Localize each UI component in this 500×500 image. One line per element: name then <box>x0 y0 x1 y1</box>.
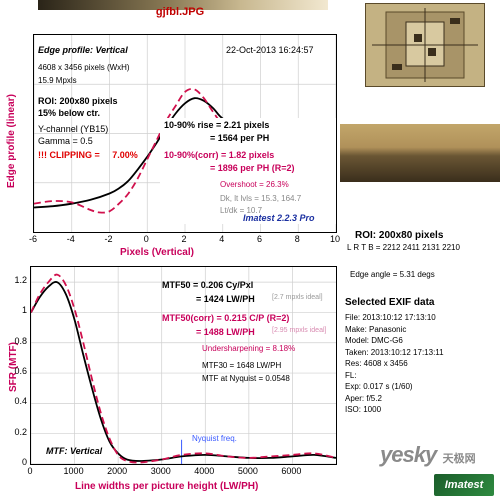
mtf-y-tick-label: 0.2 <box>14 426 27 437</box>
clipping-value: 7.00% <box>112 150 138 160</box>
mtf-y-tick-label: 1 <box>21 305 27 316</box>
rise-box: 10-90% rise = 2.21 pixels = 1564 per PH … <box>160 118 336 224</box>
edge-x-tick-label: 6 <box>256 234 262 244</box>
exif-line: ISO: 1000 <box>345 405 382 414</box>
rise-text: 10-90% rise = 2.21 pixels <box>164 120 270 130</box>
edge-roi: ROI: 200x80 pixels <box>38 96 118 106</box>
imatest-version: Imatest 2.2.3 Pro <box>243 213 315 223</box>
exif-line: Taken: 2013:10:12 17:13:11 <box>345 347 444 357</box>
clipping-label: !!! CLIPPING = 7.00% <box>38 150 138 160</box>
exif-line: Aper: f/5.2 <box>345 393 382 403</box>
edge-below-ctr: 15% below ctr. <box>38 108 101 118</box>
overshoot-text: Overshoot = 26.3% <box>220 180 289 189</box>
exif-line: FL: <box>345 370 357 380</box>
watermark-text: yesky <box>380 442 437 467</box>
mtf-y-tick-label: 0 <box>21 457 27 467</box>
mtf-measured-line <box>31 281 336 462</box>
edge-x-tick-label: -6 <box>28 234 37 244</box>
edge-title: Edge profile: Vertical <box>38 45 128 55</box>
rise-corr-per-ph: = 1896 per PH (R=2) <box>210 163 295 173</box>
mtf-y-tick-label: 0.4 <box>14 396 27 407</box>
edge-gamma: Gamma = 0.5 <box>38 136 93 146</box>
mtf-x-tick-label: 1000 <box>63 466 84 476</box>
exif-line: Exp: 0.017 s (1/60) <box>345 382 413 391</box>
mtf-chart <box>31 267 336 464</box>
mtf50-text: MTF50 = 0.206 Cy/Pxl <box>162 280 254 290</box>
edge-x-tick-label: 0 <box>143 234 149 244</box>
side-roi: ROI: 200x80 pixels <box>355 230 444 241</box>
edge-x-tick-label: -2 <box>104 234 113 244</box>
mtf-x-tick-label: 6000 <box>281 466 302 476</box>
edge-corrected-line <box>34 88 336 214</box>
mtf50-lw: = 1424 LW/PH <box>196 294 255 304</box>
mtf-y-tick-label: 0.8 <box>14 335 27 346</box>
imatest-logo-text: Imatest <box>444 479 484 491</box>
rise-corr-text: 10-90%(corr) = 1.82 pixels <box>164 150 275 160</box>
tone-gradient-bar <box>38 0 328 10</box>
mtf30: MTF30 = 1648 LW/PH <box>202 361 282 370</box>
mtf-info-box: MTF50 = 0.206 Cy/Pxl = 1424 LW/PH [2.7 m… <box>158 276 334 388</box>
edge-x-tick-label: 2 <box>181 234 187 244</box>
mtf50-corr-text: MTF50(corr) = 0.215 C/P (R=2) <box>162 313 290 323</box>
edge-x-tick-label: -4 <box>66 234 75 244</box>
exif-line: Res: 4608 x 3456 <box>345 359 408 368</box>
mtf-x-ticks: 0 1000 2000 3000 4000 5000 6000 <box>0 466 360 478</box>
mtf50-corr-lw: = 1488 LW/PH <box>196 327 255 337</box>
watermark-cn: 天极网 <box>442 453 476 465</box>
mtf-x-tick-label: 4000 <box>194 466 215 476</box>
edge-x-ticks: -6 -4 -2 0 2 4 6 8 10 <box>0 234 360 246</box>
edge-x-tick-label: 8 <box>294 234 300 244</box>
mtf-y-tick-label: 0.6 <box>14 366 27 377</box>
mtf-title: MTF: Vertical <box>46 446 103 456</box>
mtf-x-tick-label: 0 <box>27 466 33 476</box>
mtf-plot-frame <box>30 266 337 465</box>
edge-channel: Y-channel (YB15) <box>38 124 109 134</box>
rise-per-ph: = 1564 per PH <box>210 133 270 143</box>
side-lrtb: L R T B = 2212 2411 2131 2210 <box>347 243 460 252</box>
mtf-y-ticks: 0 0.2 0.4 0.6 0.8 1 1.2 <box>0 0 30 500</box>
nyquist-label: Nyquist freq. <box>192 434 237 443</box>
exif-line: Model: DMC-G6 <box>345 336 403 345</box>
mtf-nyquist-value: MTF at Nyquist = 0.0548 <box>202 374 290 383</box>
image-mpx: 15.9 Mpxls <box>38 76 77 85</box>
file-title: gjfbl.JPG <box>155 6 205 18</box>
imatest-logo: Imatest <box>434 474 494 496</box>
roi-edge-crop <box>340 124 500 182</box>
undersharpening: Undersharpening = 8.18% <box>202 344 296 353</box>
mtf-x-tick-label: 2000 <box>107 466 128 476</box>
edge-xlabel: Pixels (Vertical) <box>120 247 194 258</box>
edge-date: 22-Oct-2013 16:24:57 <box>226 45 314 55</box>
mtf-x-tick-label: 5000 <box>237 466 258 476</box>
dk-lt-text: Dk, lt lvls = 15.3, 164.7 <box>220 194 302 203</box>
edge-angle: Edge angle = 5.31 degs <box>350 270 435 279</box>
edge-x-tick-label: 4 <box>219 234 225 244</box>
lt-dk-text: Lt/dk = 10.7 <box>220 206 263 215</box>
chart-thumbnail-pattern <box>366 4 484 86</box>
image-size: 4608 x 3456 pixels (WxH) <box>38 63 130 72</box>
yesky-watermark: yesky 天极网 <box>380 442 476 468</box>
mtf-xlabel: Line widths per picture height (LW/PH) <box>75 481 259 492</box>
mtf-y-tick-label: 1.2 <box>14 275 27 286</box>
chart-thumbnail <box>365 3 485 87</box>
exif-line: Make: Panasonic <box>345 324 407 334</box>
ideal-1: [2.7 mpxls ideal] <box>272 294 323 301</box>
exif-list: File: 2013:10:12 17:13:10 Make: Panasonic… <box>345 312 495 416</box>
clipping-text: !!! CLIPPING = <box>38 150 100 160</box>
exif-title: Selected EXIF data <box>345 297 435 308</box>
exif-line: File: 2013:10:12 17:13:10 <box>345 313 436 322</box>
edge-x-tick-label: 10 <box>329 234 340 244</box>
mtf-corrected-line <box>31 273 336 464</box>
ideal-2: [2.95 mpxls ideal] <box>272 327 327 334</box>
mtf-x-tick-label: 3000 <box>150 466 171 476</box>
